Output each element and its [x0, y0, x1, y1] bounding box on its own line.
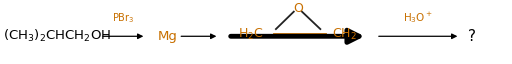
Text: (CH$_3$)$_2$CHCH$_2$OH: (CH$_3$)$_2$CHCH$_2$OH — [3, 28, 112, 44]
Text: H$_2$C: H$_2$C — [238, 27, 263, 42]
Text: PBr$_3$: PBr$_3$ — [112, 11, 135, 25]
Text: ?: ? — [468, 29, 476, 44]
Text: CH$_2$: CH$_2$ — [332, 27, 356, 42]
Text: O: O — [293, 2, 303, 15]
Text: H$_3$O$^+$: H$_3$O$^+$ — [403, 10, 433, 25]
Text: Mg: Mg — [158, 30, 177, 43]
